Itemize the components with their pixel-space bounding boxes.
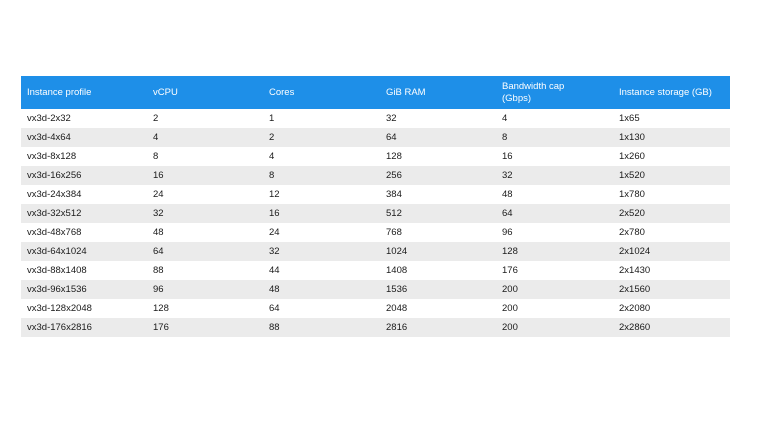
cell-gib-ram: 2048	[386, 303, 408, 314]
cell-vcpu: 16	[153, 170, 164, 181]
cell-bandwidth-cap: 8	[502, 132, 508, 143]
cell-bandwidth-cap: 176	[502, 265, 518, 276]
cell-instance-storage: 1x65	[619, 113, 640, 124]
cell-bandwidth-cap: 32	[502, 170, 513, 181]
table-row: vx3d-64x1024 64 32 1024 128 2x1024	[21, 242, 730, 261]
cell-instance-storage: 1x130	[619, 132, 645, 143]
cell-vcpu: 48	[153, 227, 164, 238]
cell-cores: 48	[269, 284, 280, 295]
cell-cores: 64	[269, 303, 280, 314]
cell-bandwidth-cap: 64	[502, 208, 513, 219]
cell-gib-ram: 1024	[386, 246, 408, 257]
cell-instance-profile: vx3d-4x64	[27, 132, 71, 143]
cell-instance-profile: vx3d-64x1024	[27, 246, 87, 257]
table-row: vx3d-48x768 48 24 768 96 2x780	[21, 223, 730, 242]
table-row: vx3d-96x1536 96 48 1536 200 2x1560	[21, 280, 730, 299]
cell-cores: 44	[269, 265, 280, 276]
cell-instance-storage: 2x1024	[619, 246, 651, 257]
cell-gib-ram: 384	[386, 189, 402, 200]
table-row: vx3d-8x128 8 4 128 16 1x260	[21, 147, 730, 166]
cell-instance-profile: vx3d-8x128	[27, 151, 77, 162]
cell-bandwidth-cap: 4	[502, 113, 508, 124]
cell-cores: 32	[269, 246, 280, 257]
table-row: vx3d-32x512 32 16 512 64 2x520	[21, 204, 730, 223]
table-body: vx3d-2x32 2 1 32 4 1x65 vx3d-4x64 4 2 64 8 1x130 vx3…	[21, 109, 730, 337]
table-row: vx3d-2x32 2 1 32 4 1x65	[21, 109, 730, 128]
table-row: vx3d-16x256 16 8 256 32 1x520	[21, 166, 730, 185]
cell-instance-profile: vx3d-88x1408	[27, 265, 87, 276]
table-row: vx3d-24x384 24 12 384 48 1x780	[21, 185, 730, 204]
instance-profiles-table: Instance profile vCPU Cores GiB RAM Bandwidt…	[21, 76, 730, 337]
cell-instance-profile: vx3d-48x768	[27, 227, 82, 238]
cell-instance-storage: 2x2080	[619, 303, 651, 314]
cell-bandwidth-cap: 48	[502, 189, 513, 200]
cell-instance-profile: vx3d-32x512	[27, 208, 82, 219]
cell-bandwidth-cap: 200	[502, 303, 518, 314]
column-header-instance-storage: Instance storage (GB)	[619, 86, 712, 98]
cell-bandwidth-cap: 128	[502, 246, 518, 257]
cell-gib-ram: 64	[386, 132, 397, 143]
cell-cores: 8	[269, 170, 275, 181]
cell-cores: 2	[269, 132, 275, 143]
cell-instance-storage: 2x2860	[619, 322, 651, 333]
cell-vcpu: 88	[153, 265, 164, 276]
cell-instance-storage: 2x1430	[619, 265, 651, 276]
cell-vcpu: 96	[153, 284, 164, 295]
cell-instance-storage: 1x260	[619, 151, 645, 162]
table-row: vx3d-4x64 4 2 64 8 1x130	[21, 128, 730, 147]
cell-bandwidth-cap: 200	[502, 284, 518, 295]
cell-vcpu: 176	[153, 322, 169, 333]
cell-gib-ram: 2816	[386, 322, 408, 333]
cell-gib-ram: 256	[386, 170, 402, 181]
table-row: vx3d-176x2816 176 88 2816 200 2x2860	[21, 318, 730, 337]
column-header-gib-ram: GiB RAM	[386, 86, 426, 98]
cell-vcpu: 4	[153, 132, 159, 143]
cell-instance-storage: 2x1560	[619, 284, 651, 295]
cell-cores: 12	[269, 189, 280, 200]
cell-instance-profile: vx3d-96x1536	[27, 284, 87, 295]
cell-instance-storage: 2x520	[619, 208, 645, 219]
cell-bandwidth-cap: 16	[502, 151, 513, 162]
cell-vcpu: 32	[153, 208, 164, 219]
cell-vcpu: 128	[153, 303, 169, 314]
column-header-cores: Cores	[269, 86, 295, 98]
cell-bandwidth-cap: 200	[502, 322, 518, 333]
cell-gib-ram: 1536	[386, 284, 408, 295]
cell-vcpu: 64	[153, 246, 164, 257]
table-row: vx3d-88x1408 88 44 1408 176 2x1430	[21, 261, 730, 280]
table-header: Instance profile vCPU Cores GiB RAM Bandwidt…	[21, 76, 730, 109]
header-row: Instance profile vCPU Cores GiB RAM Bandwidt…	[21, 76, 730, 109]
cell-bandwidth-cap: 96	[502, 227, 513, 238]
cell-gib-ram: 32	[386, 113, 397, 124]
column-header-bandwidth-cap: Bandwidth cap (Gbps)	[502, 80, 565, 104]
cell-instance-storage: 1x520	[619, 170, 645, 181]
cell-cores: 24	[269, 227, 280, 238]
cell-vcpu: 2	[153, 113, 159, 124]
cell-gib-ram: 1408	[386, 265, 408, 276]
cell-cores: 1	[269, 113, 275, 124]
cell-gib-ram: 512	[386, 208, 402, 219]
table-row: vx3d-128x2048 128 64 2048 200 2x2080	[21, 299, 730, 318]
cell-instance-profile: vx3d-2x32	[27, 113, 71, 124]
cell-instance-storage: 2x780	[619, 227, 645, 238]
column-header-vcpu: vCPU	[153, 86, 178, 98]
cell-instance-profile: vx3d-128x2048	[27, 303, 92, 314]
cell-instance-profile: vx3d-176x2816	[27, 322, 92, 333]
cell-cores: 88	[269, 322, 280, 333]
cell-gib-ram: 128	[386, 151, 402, 162]
cell-instance-profile: vx3d-16x256	[27, 170, 82, 181]
cell-instance-profile: vx3d-24x384	[27, 189, 82, 200]
cell-vcpu: 24	[153, 189, 164, 200]
column-header-instance-profile: Instance profile	[27, 86, 92, 98]
cell-instance-storage: 1x780	[619, 189, 645, 200]
cell-gib-ram: 768	[386, 227, 402, 238]
cell-cores: 4	[269, 151, 275, 162]
cell-cores: 16	[269, 208, 280, 219]
cell-vcpu: 8	[153, 151, 159, 162]
